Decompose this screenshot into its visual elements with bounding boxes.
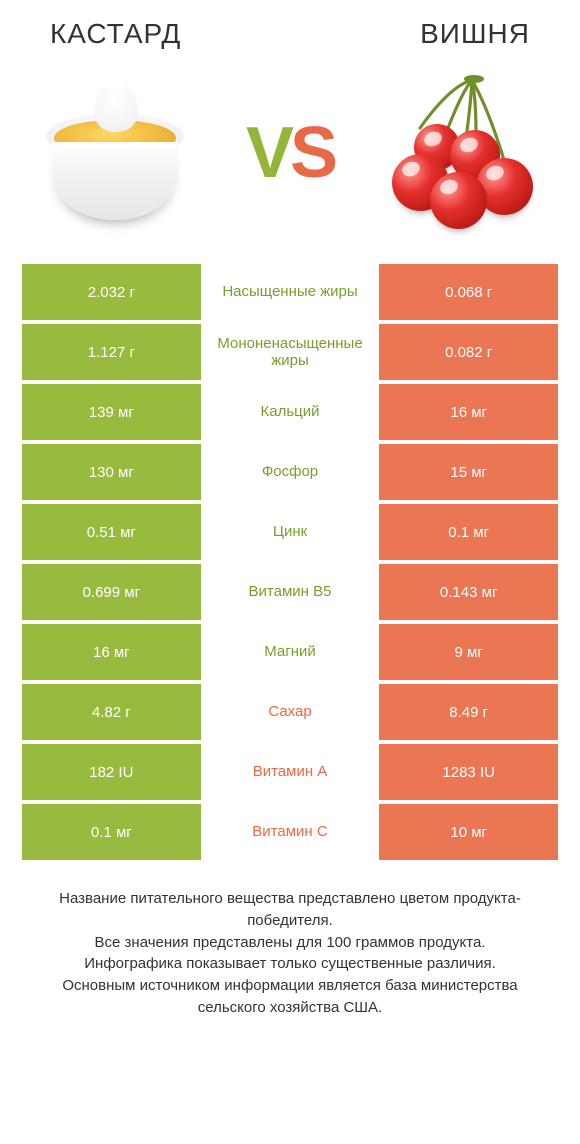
table-row: 0.51 мгЦинк0.1 мг	[22, 504, 558, 560]
right-value: 8.49 г	[379, 684, 558, 740]
cherries-image	[380, 68, 550, 238]
nutrient-label: Витамин B5	[201, 564, 380, 620]
left-value: 130 мг	[22, 444, 201, 500]
right-value: 15 мг	[379, 444, 558, 500]
left-value: 182 IU	[22, 744, 201, 800]
right-value: 16 мг	[379, 384, 558, 440]
left-value: 0.699 мг	[22, 564, 201, 620]
nutrient-label: Мононенасыщенные жиры	[201, 324, 380, 380]
left-value: 139 мг	[22, 384, 201, 440]
footer-notes: Название питательного вещества представл…	[22, 888, 558, 1019]
table-row: 0.699 мгВитамин B50.143 мг	[22, 564, 558, 620]
right-value: 0.068 г	[379, 264, 558, 320]
table-row: 0.1 мгВитамин C10 мг	[22, 804, 558, 860]
left-value: 1.127 г	[22, 324, 201, 380]
nutrient-label: Цинк	[201, 504, 380, 560]
right-value: 0.082 г	[379, 324, 558, 380]
table-row: 139 мгКальций16 мг	[22, 384, 558, 440]
images-row: VS	[22, 58, 558, 260]
table-row: 182 IUВитамин A1283 IU	[22, 744, 558, 800]
nutrient-label: Витамин C	[201, 804, 380, 860]
footer-line: Инфографика показывает только существенн…	[32, 953, 548, 975]
table-row: 16 мгМагний9 мг	[22, 624, 558, 680]
right-value: 1283 IU	[379, 744, 558, 800]
nutrient-label: Сахар	[201, 684, 380, 740]
nutrient-label: Фосфор	[201, 444, 380, 500]
nutrient-label: Магний	[201, 624, 380, 680]
nutrient-label: Кальций	[201, 384, 380, 440]
cherries-icon	[380, 68, 550, 238]
left-value: 0.51 мг	[22, 504, 201, 560]
custard-image	[30, 68, 200, 238]
left-value: 0.1 мг	[22, 804, 201, 860]
custard-icon	[40, 78, 190, 228]
left-value: 4.82 г	[22, 684, 201, 740]
comparison-table: 2.032 гНасыщенные жиры0.068 г1.127 гМоно…	[22, 264, 558, 860]
infographic-page: КАСТАРД ВИШНЯ VS	[0, 0, 580, 1029]
right-value: 0.143 мг	[379, 564, 558, 620]
right-product-title: ВИШНЯ	[420, 18, 530, 50]
nutrient-label: Насыщенные жиры	[201, 264, 380, 320]
left-value: 2.032 г	[22, 264, 201, 320]
left-product-title: КАСТАРД	[50, 18, 181, 50]
header-row: КАСТАРД ВИШНЯ	[22, 18, 558, 58]
table-row: 1.127 гМононенасыщенные жиры0.082 г	[22, 324, 558, 380]
vs-s-letter: S	[290, 113, 334, 193]
footer-line: Все значения представлены для 100 граммо…	[32, 932, 548, 954]
table-row: 2.032 гНасыщенные жиры0.068 г	[22, 264, 558, 320]
table-row: 4.82 гСахар8.49 г	[22, 684, 558, 740]
left-value: 16 мг	[22, 624, 201, 680]
footer-line: Основным источником информации является …	[32, 975, 548, 1019]
nutrient-label: Витамин A	[201, 744, 380, 800]
vs-label: VS	[246, 117, 334, 189]
right-value: 0.1 мг	[379, 504, 558, 560]
vs-v-letter: V	[246, 113, 290, 193]
right-value: 10 мг	[379, 804, 558, 860]
table-row: 130 мгФосфор15 мг	[22, 444, 558, 500]
right-value: 9 мг	[379, 624, 558, 680]
footer-line: Название питательного вещества представл…	[32, 888, 548, 932]
